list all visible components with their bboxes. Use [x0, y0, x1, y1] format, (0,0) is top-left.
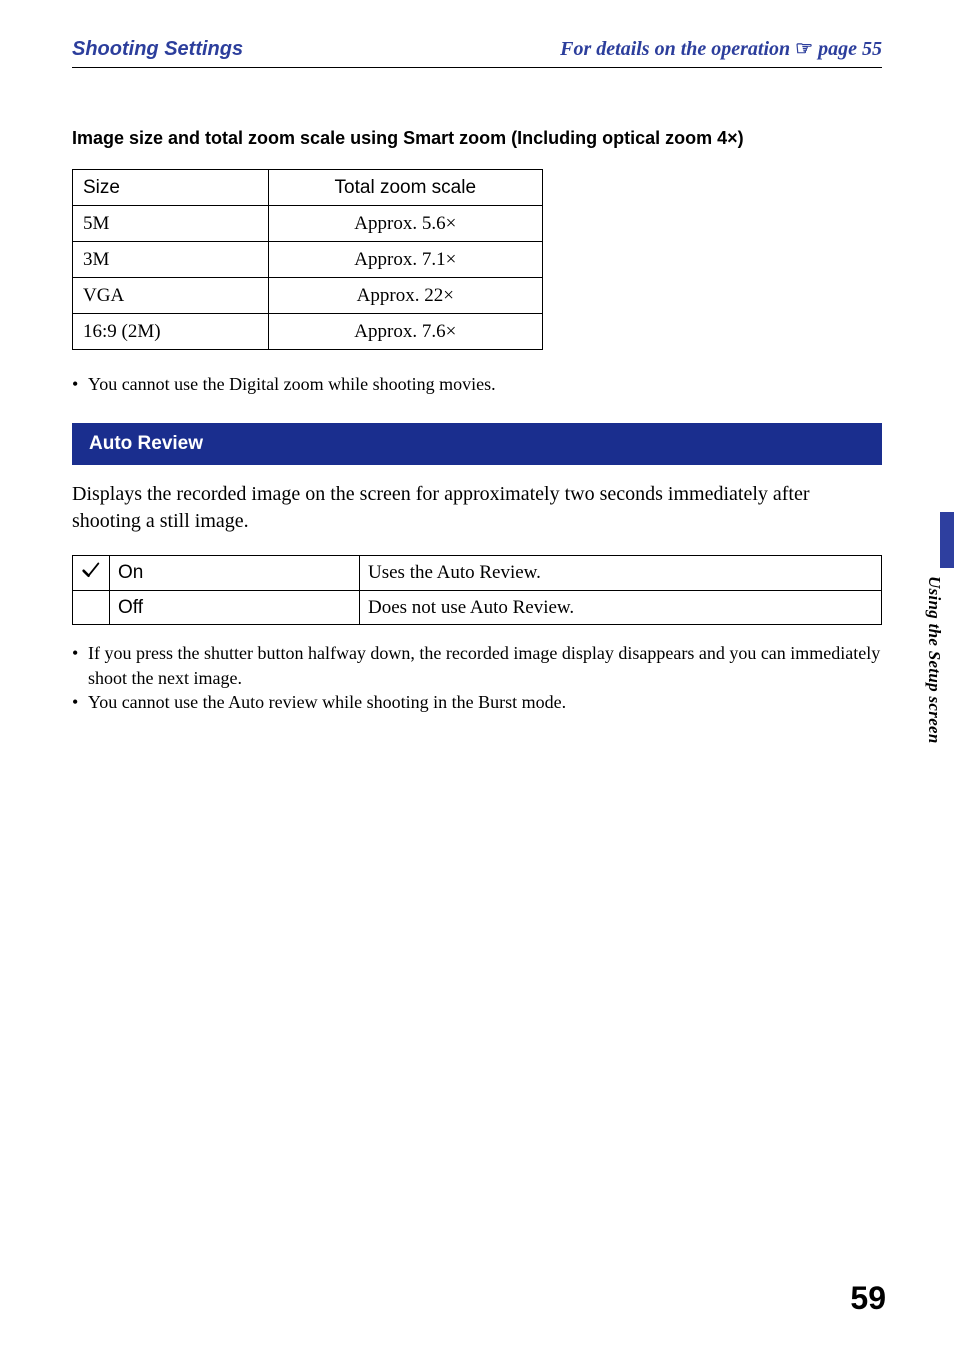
auto-review-description: Displays the recorded image on the scree…: [72, 481, 882, 535]
option-desc: Does not use Auto Review.: [360, 591, 882, 625]
table-row: Off Does not use Auto Review.: [73, 591, 882, 625]
zoom-total-cell: Approx. 7.6×: [268, 314, 542, 350]
checkmark-icon: [81, 561, 101, 579]
page-content: Image size and total zoom scale using Sm…: [0, 68, 954, 714]
option-check-cell: [73, 591, 110, 625]
table-header-row: Size Total zoom scale: [73, 170, 543, 206]
table-row: 3M Approx. 7.1×: [73, 242, 543, 278]
page-header: Shooting Settings For details on the ope…: [0, 0, 954, 67]
option-label: Off: [110, 591, 360, 625]
zoom-total-cell: Approx. 5.6×: [268, 206, 542, 242]
auto-review-note-item: If you press the shutter button halfway …: [72, 641, 882, 690]
zoom-table: Size Total zoom scale 5M Approx. 5.6× 3M…: [72, 169, 543, 350]
side-tab: Using the Setup screen: [924, 512, 954, 744]
table-row: On Uses the Auto Review.: [73, 556, 882, 591]
auto-review-table: On Uses the Auto Review. Off Does not us…: [72, 555, 882, 625]
side-tab-label: Using the Setup screen: [924, 576, 950, 744]
header-section-title: Shooting Settings: [72, 38, 243, 61]
zoom-note-item: You cannot use the Digital zoom while sh…: [72, 372, 882, 396]
header-reference: For details on the operation ☞ page 55: [560, 36, 882, 61]
auto-review-bar: Auto Review: [72, 423, 882, 465]
option-label: On: [110, 556, 360, 591]
pointing-hand-icon: ☞: [795, 36, 813, 61]
zoom-col-total-header: Total zoom scale: [268, 170, 542, 206]
zoom-col-size-header: Size: [73, 170, 269, 206]
option-check-cell: [73, 556, 110, 591]
zoom-heading: Image size and total zoom scale using Sm…: [72, 128, 882, 149]
header-reference-prefix: For details on the operation: [560, 38, 790, 60]
zoom-size-cell: 5M: [73, 206, 269, 242]
zoom-size-cell: VGA: [73, 278, 269, 314]
auto-review-note-item: You cannot use the Auto review while sho…: [72, 690, 882, 714]
auto-review-notes: If you press the shutter button halfway …: [72, 641, 882, 714]
zoom-total-cell: Approx. 7.1×: [268, 242, 542, 278]
zoom-size-cell: 3M: [73, 242, 269, 278]
header-reference-page: page 55: [818, 38, 882, 60]
table-row: VGA Approx. 22×: [73, 278, 543, 314]
side-tab-marker: [940, 512, 954, 568]
zoom-total-cell: Approx. 22×: [268, 278, 542, 314]
option-desc: Uses the Auto Review.: [360, 556, 882, 591]
page-number: 59: [850, 1280, 886, 1317]
zoom-size-cell: 16:9 (2M): [73, 314, 269, 350]
table-row: 5M Approx. 5.6×: [73, 206, 543, 242]
zoom-notes: You cannot use the Digital zoom while sh…: [72, 372, 882, 396]
table-row: 16:9 (2M) Approx. 7.6×: [73, 314, 543, 350]
